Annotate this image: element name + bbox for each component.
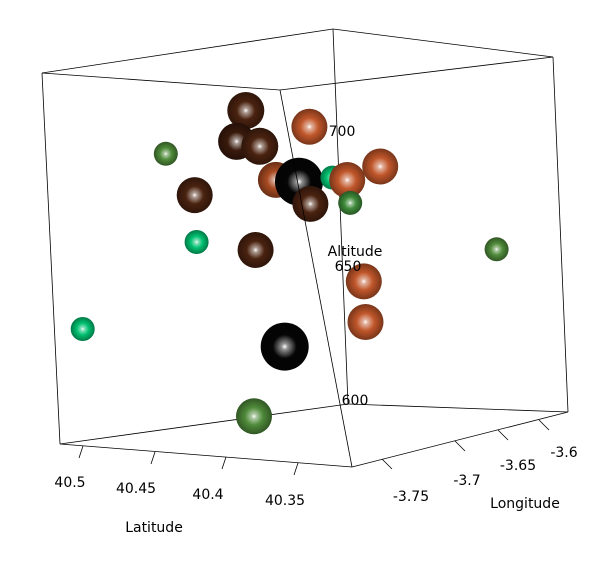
altitude-tick-label: 650	[335, 259, 362, 275]
box-edge	[552, 56, 569, 413]
longitude-tick-mark	[454, 440, 466, 452]
longitude-tick-label: -3.65	[500, 458, 536, 474]
data-point	[176, 177, 213, 214]
longitude-tick-mark	[497, 429, 509, 441]
altitude-axis: 700 650 600 Altitude	[328, 124, 383, 409]
box-edge	[347, 403, 569, 413]
longitude-axis-title: Longitude	[490, 496, 560, 512]
altitude-tick-label: 600	[342, 393, 369, 409]
box-edge	[279, 89, 353, 468]
data-point	[70, 317, 95, 341]
box-edge	[59, 403, 349, 445]
longitude-axis: -3.75 -3.7 -3.65 -3.6 Longitude	[381, 419, 578, 512]
data-point	[291, 108, 328, 145]
data-point	[345, 263, 382, 300]
latitude-tick-mark	[150, 451, 156, 465]
longitude-tick-label: -3.6	[550, 445, 577, 461]
data-point	[484, 237, 509, 262]
altitude-axis-title: Altitude	[328, 244, 383, 260]
data-point	[292, 185, 329, 222]
data-point	[184, 230, 209, 254]
longitude-tick-label: -3.7	[453, 473, 480, 489]
box-edge	[41, 72, 61, 445]
data-point	[236, 398, 272, 435]
longitude-tick-mark	[538, 419, 550, 431]
data-point	[338, 190, 363, 215]
box-back-edges	[41, 28, 569, 445]
latitude-tick-mark	[221, 456, 227, 470]
data-point	[260, 322, 309, 371]
data-point	[227, 92, 265, 129]
box-edge	[279, 56, 554, 91]
data-point	[241, 127, 279, 165]
longitude-tick-mark	[381, 458, 393, 470]
box-edge	[59, 443, 353, 468]
latitude-axis: 40.5 40.45 40.4 40.35 Latitude	[54, 445, 305, 536]
data-point	[237, 232, 274, 268]
latitude-tick-mark	[78, 445, 84, 459]
latitude-tick-label: 40.4	[192, 487, 223, 503]
altitude-tick-label: 700	[329, 124, 356, 140]
data-point	[347, 304, 384, 340]
box-edge	[41, 28, 334, 74]
latitude-tick-label: 40.35	[265, 493, 305, 509]
latitude-axis-title: Latitude	[125, 520, 183, 536]
latitude-tick-mark	[293, 462, 299, 476]
data-point	[362, 148, 399, 185]
box-edge	[332, 28, 554, 58]
box-front-edges	[41, 56, 569, 468]
box-edge	[332, 28, 349, 405]
latitude-tick-label: 40.45	[116, 481, 156, 497]
box-edge	[351, 411, 569, 468]
points-layer	[70, 92, 509, 435]
data-point	[329, 162, 366, 198]
longitude-tick-label: -3.75	[393, 489, 429, 505]
box-edge	[41, 72, 281, 91]
data-point	[153, 141, 178, 166]
latitude-tick-label: 40.5	[54, 475, 85, 491]
